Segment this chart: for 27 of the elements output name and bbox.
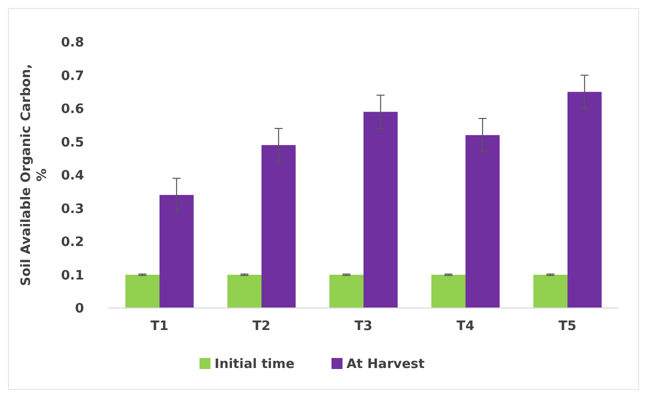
bar xyxy=(567,92,602,308)
y-tick-label: 0.8 xyxy=(60,36,84,51)
x-tick-label: T2 xyxy=(252,319,270,334)
bar xyxy=(329,274,364,308)
x-tick-label: T3 xyxy=(354,319,372,334)
y-tick-label: 0.6 xyxy=(60,102,84,118)
y-tick-label: 0.3 xyxy=(60,202,84,217)
x-tick-label: T4 xyxy=(456,319,474,334)
bar xyxy=(465,135,500,308)
y-tick-label: 0.2 xyxy=(60,235,84,250)
y-tick-label: 0.1 xyxy=(60,268,84,284)
bar xyxy=(262,145,296,308)
bar xyxy=(227,274,262,308)
bar xyxy=(533,274,568,308)
bar xyxy=(160,194,194,308)
bar xyxy=(125,274,160,308)
legend-label: Initial time xyxy=(214,357,295,372)
y-tick-label: 0.4 xyxy=(60,168,84,184)
y-tick-label: 0.5 xyxy=(60,135,84,150)
y-axis-title: Soil Available Organic Carbon, % xyxy=(19,64,50,286)
bar xyxy=(431,274,466,308)
legend-label: At Harvest xyxy=(346,357,425,372)
x-tick-label: T5 xyxy=(558,319,576,334)
y-tick-label: 0 xyxy=(74,302,84,317)
bar xyxy=(364,112,398,308)
y-tick-label: 0.7 xyxy=(60,68,84,84)
x-tick-label: T1 xyxy=(150,319,168,334)
